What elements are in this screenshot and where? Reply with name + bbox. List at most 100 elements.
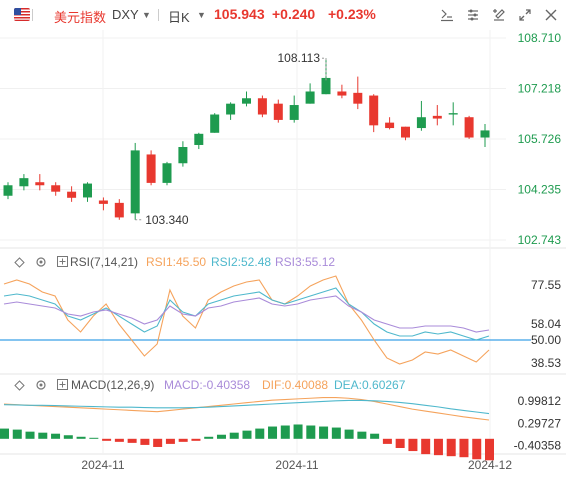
candle-body [194, 133, 204, 145]
macd-histogram-bar [51, 433, 61, 439]
indicator-settings-icon[interactable] [440, 8, 454, 22]
macd-tick-label: -0.40358 [514, 439, 562, 453]
candle-body [226, 103, 236, 115]
gear-icon[interactable] [35, 379, 47, 391]
candle-body [480, 130, 490, 138]
macd-tick-label: 0.99812 [518, 394, 562, 408]
macd-histogram-bar [89, 437, 99, 439]
instrument-name[interactable]: 美元指数 [54, 10, 107, 25]
eye-icon[interactable] [14, 380, 25, 391]
rsi-series-line [3, 295, 490, 333]
price-change-percent: +0.23% [328, 6, 376, 22]
macd-histogram-bar [395, 438, 405, 448]
macd-histogram-bar [216, 434, 226, 439]
draw-tool-icon[interactable] [466, 8, 480, 22]
candle-body [178, 147, 188, 164]
candle-body [146, 154, 156, 183]
macd-histogram-bar [268, 426, 278, 439]
candle-body [162, 163, 172, 183]
macd-histogram-bar [114, 438, 124, 442]
ticker-selector[interactable]: DXY [112, 7, 139, 22]
expand-box-icon[interactable] [57, 379, 68, 390]
candle-body [114, 202, 124, 218]
candle-body [464, 117, 474, 138]
price-tick-label: 104.235 [518, 182, 562, 196]
candle-body [432, 115, 442, 119]
eye-icon[interactable] [14, 257, 25, 268]
rsi1-value: RSI1:45.50 [146, 255, 207, 269]
x-axis-label: 2024-11 [81, 458, 124, 472]
rsi2-value: RSI2:52.48 [211, 255, 272, 269]
candle-body [210, 114, 220, 133]
divider [32, 9, 33, 21]
instrument-header: 美元指数 DXY ▼ 日K ▼ 105.943 +0.240 +0.23% [0, 0, 566, 30]
macd-histogram-bar [25, 431, 35, 439]
dif-value: DIF:0.40088 [262, 378, 329, 392]
macd-histogram-bar [319, 426, 329, 439]
chevron-down-icon[interactable]: ▼ [142, 10, 151, 20]
candle-body [242, 98, 251, 104]
candle-body [273, 103, 283, 120]
candle-body [83, 183, 92, 198]
macd-histogram-bar [140, 438, 150, 445]
macd-histogram-bar [153, 438, 163, 447]
us-flag-icon [14, 8, 30, 21]
period-selector[interactable]: 日K [168, 10, 190, 25]
macd-histogram-bar [165, 438, 175, 444]
candle-body [385, 122, 395, 129]
price-change: +0.240 [272, 6, 316, 22]
macd-histogram-bar [76, 436, 86, 439]
x-axis-label: 2024-11 [275, 458, 318, 472]
layout-toggle-icon[interactable] [492, 8, 506, 22]
macd-histogram-bar [63, 435, 73, 439]
gear-icon[interactable] [35, 256, 47, 268]
candle-body [98, 200, 108, 204]
x-axis-label: 2024-12 [468, 458, 512, 472]
close-icon[interactable] [544, 8, 558, 22]
chevron-down-icon[interactable]: ▼ [197, 10, 206, 20]
rsi-series-line [3, 287, 490, 341]
macd-histogram-bar [229, 432, 239, 439]
candle-body [337, 91, 347, 96]
macd-histogram-bar [178, 438, 188, 442]
macd-histogram-bar [255, 428, 265, 439]
candle-body [305, 91, 315, 104]
macd-histogram-bar [38, 432, 48, 439]
macd-histogram-bar [242, 430, 252, 439]
expand-icon[interactable] [518, 8, 532, 22]
price-tick-label: 105.726 [518, 132, 562, 146]
macd-histogram-bar [370, 433, 380, 439]
macd-histogram-bar [191, 438, 201, 441]
candle-body [289, 105, 299, 120]
price-tick-label: 102.743 [518, 233, 562, 247]
expand-box-icon[interactable] [57, 256, 68, 267]
macd-histogram-bar [204, 436, 214, 439]
macd-histogram-bar [280, 425, 290, 439]
candle-body [51, 185, 61, 192]
candle-body [19, 178, 29, 187]
divider [158, 9, 159, 21]
macd-series-line [3, 399, 490, 415]
macd-histogram-bar [102, 438, 112, 441]
last-price: 105.943 [214, 6, 265, 22]
macd-histogram-bar [472, 438, 482, 460]
macd-histogram-bar [357, 431, 367, 439]
rsi3-value: RSI3:55.12 [275, 255, 336, 269]
macd-histogram-bar [485, 438, 494, 461]
macd-histogram-bar [331, 427, 341, 439]
dea-value: DEA:0.60267 [334, 378, 406, 392]
candle-body [67, 191, 77, 198]
price-tick-label: 108.710 [518, 31, 562, 45]
price-tick-label: 107.218 [518, 82, 562, 96]
macd-histogram-bar [293, 424, 303, 439]
macd-tick-label: 0.29727 [518, 416, 562, 430]
candle-body [130, 150, 140, 214]
rsi-label: RSI(7,14,21) [70, 255, 139, 269]
macd-histogram-bar [12, 429, 22, 439]
candle-body [35, 182, 45, 186]
macd-histogram-bar [382, 438, 392, 444]
macd-histogram-bar [306, 425, 316, 439]
macd-histogram-bar [0, 428, 9, 439]
candle-body [353, 92, 363, 104]
